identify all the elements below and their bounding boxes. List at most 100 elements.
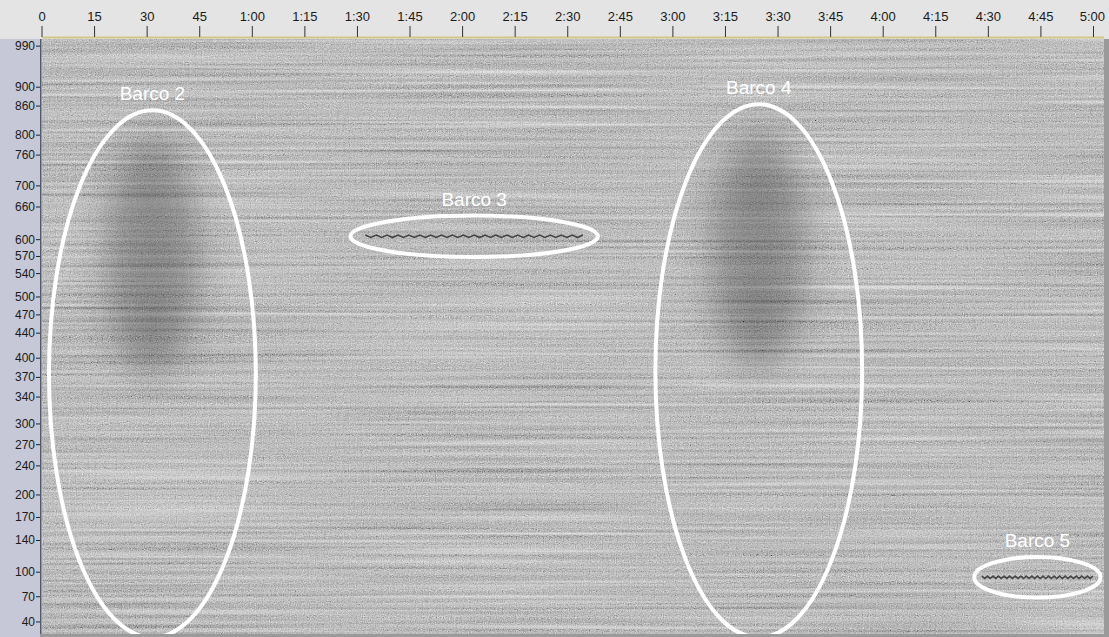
x-tick-label: 2:15 — [503, 9, 528, 24]
x-tick-label: 1:00 — [240, 9, 265, 24]
y-tick — [36, 256, 40, 257]
x-axis-line — [42, 37, 1104, 39]
x-tick — [199, 26, 200, 37]
y-tick-label: 400 — [15, 351, 35, 365]
y-tick-label: 40 — [22, 615, 36, 629]
x-tick-label: 2:00 — [450, 9, 475, 24]
annotation-labels: Barco 2Barco 3Barco 4Barco 5 — [120, 77, 1070, 551]
annotation-label: Barco 2 — [120, 83, 185, 104]
y-tick — [36, 87, 40, 88]
y-tick-label: 700 — [15, 179, 35, 193]
x-tick — [725, 26, 726, 37]
y-tick — [36, 377, 40, 378]
x-tick-label: 3:15 — [713, 9, 738, 24]
x-ticks: 01530451:001:151:301:452:002:152:302:453… — [38, 9, 1105, 37]
plot-area — [42, 39, 1104, 634]
y-tick — [36, 444, 40, 445]
x-tick-label: 15 — [87, 9, 101, 24]
x-tick-label: 2:45 — [608, 9, 633, 24]
y-tick-label: 270 — [15, 438, 35, 452]
y-tick-label: 660 — [15, 200, 35, 214]
y-tick-label: 990 — [15, 39, 35, 53]
x-tick-label: 4:45 — [1028, 9, 1053, 24]
y-tick — [36, 465, 40, 466]
y-tick — [36, 517, 40, 518]
x-tick — [147, 26, 148, 37]
y-tick-label: 600 — [15, 233, 35, 247]
y-tick — [36, 572, 40, 573]
x-tick-label: 5:00 — [1080, 9, 1105, 24]
y-tick — [36, 540, 40, 541]
x-tick — [252, 26, 253, 37]
annotation-label: Barco 4 — [726, 77, 792, 98]
spectrogram-chart: 01530451:001:151:301:452:002:152:302:453… — [0, 0, 1109, 637]
y-tick — [36, 106, 40, 107]
y-ticks: 9909008608007607006606005705405004704404… — [15, 39, 40, 629]
x-tick-label: 0 — [38, 9, 45, 24]
y-tick — [36, 155, 40, 156]
y-tick — [36, 273, 40, 274]
y-tick-label: 100 — [15, 565, 35, 579]
y-tick-label: 900 — [15, 80, 35, 94]
annotation-ellipse — [49, 110, 256, 634]
x-tick — [883, 26, 884, 37]
x-tick-label: 4:00 — [871, 9, 896, 24]
y-tick — [36, 135, 40, 136]
x-tick — [567, 26, 568, 37]
x-tick-label: 2:30 — [555, 9, 580, 24]
x-tick — [462, 26, 463, 37]
y-tick-label: 500 — [15, 290, 35, 304]
x-tick-label: 1:45 — [397, 9, 422, 24]
y-tick — [36, 207, 40, 208]
y-tick — [36, 397, 40, 398]
y-tick — [36, 494, 40, 495]
energy-shading — [712, 131, 805, 371]
y-tick-label: 570 — [15, 249, 35, 263]
x-tick — [935, 26, 936, 37]
y-tick — [36, 296, 40, 297]
y-tick-label: 340 — [15, 390, 35, 404]
x-tick-label: 3:00 — [660, 9, 685, 24]
y-tick — [36, 358, 40, 359]
y-tick-label: 170 — [15, 510, 35, 524]
x-tick — [830, 26, 831, 37]
tonal-line — [982, 576, 1093, 578]
y-tick — [36, 46, 40, 47]
tonal-line — [365, 235, 583, 237]
y-tick-label: 470 — [15, 308, 35, 322]
x-axis-ruler — [0, 0, 1109, 39]
x-tick — [1040, 26, 1041, 37]
y-tick-label: 300 — [15, 417, 35, 431]
y-tick-label: 240 — [15, 459, 35, 473]
y-tick — [36, 596, 40, 597]
x-tick — [357, 26, 358, 37]
energy-shading — [106, 137, 199, 374]
y-tick-label: 200 — [15, 488, 35, 502]
y-tick-label: 440 — [15, 326, 35, 340]
x-tick — [42, 26, 43, 37]
y-tick — [36, 314, 40, 315]
spectrogram-texture — [42, 39, 1104, 634]
y-tick — [36, 185, 40, 186]
y-tick — [36, 621, 40, 622]
y-tick — [36, 333, 40, 334]
annotation-shapes — [49, 104, 1100, 634]
y-tick-label: 760 — [15, 148, 35, 162]
x-tick-label: 4:15 — [923, 9, 948, 24]
x-tick — [410, 26, 411, 37]
annotation-ellipse — [655, 104, 862, 634]
y-tick — [36, 239, 40, 240]
x-tick-label: 45 — [192, 9, 206, 24]
y-axis-line — [40, 39, 41, 634]
x-tick-label: 1:15 — [292, 9, 317, 24]
y-tick — [36, 423, 40, 424]
x-tick-label: 3:45 — [818, 9, 843, 24]
x-tick-label: 4:30 — [976, 9, 1001, 24]
x-tick — [304, 26, 305, 37]
x-tick — [778, 26, 779, 37]
y-tick-label: 370 — [15, 370, 35, 384]
x-tick-label: 3:30 — [765, 9, 790, 24]
annotation-ellipse — [974, 557, 1100, 598]
x-tick — [1093, 26, 1094, 37]
y-tick-label: 140 — [15, 533, 35, 547]
